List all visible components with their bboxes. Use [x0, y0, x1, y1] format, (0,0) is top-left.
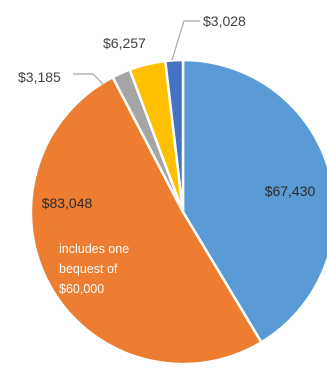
data-labels: $67,430 $83,048 includes one bequest of $60,… — [18, 13, 316, 296]
annotation-line: $60,000 — [59, 282, 104, 296]
pie-slices — [29, 58, 327, 366]
slice-value-label-1: $67,430 — [265, 183, 316, 199]
slice-value-label-2: $83,048 — [42, 195, 93, 211]
pie-slice-2 — [29, 75, 263, 366]
slice-value-label-5: $3,028 — [203, 13, 246, 29]
annotation-line: bequest of — [59, 262, 118, 276]
slice-value-label-4: $6,257 — [103, 35, 146, 51]
slice-value-label-3: $3,185 — [18, 69, 61, 85]
leader-line-3 — [73, 73, 105, 86]
slice-annotation: includes one bequest of $60,000 — [59, 242, 129, 296]
pie-slice-5 — [164, 58, 185, 214]
leader-lines — [73, 20, 200, 86]
leader-line-5 — [171, 20, 200, 61]
annotation-line: includes one — [59, 242, 129, 256]
